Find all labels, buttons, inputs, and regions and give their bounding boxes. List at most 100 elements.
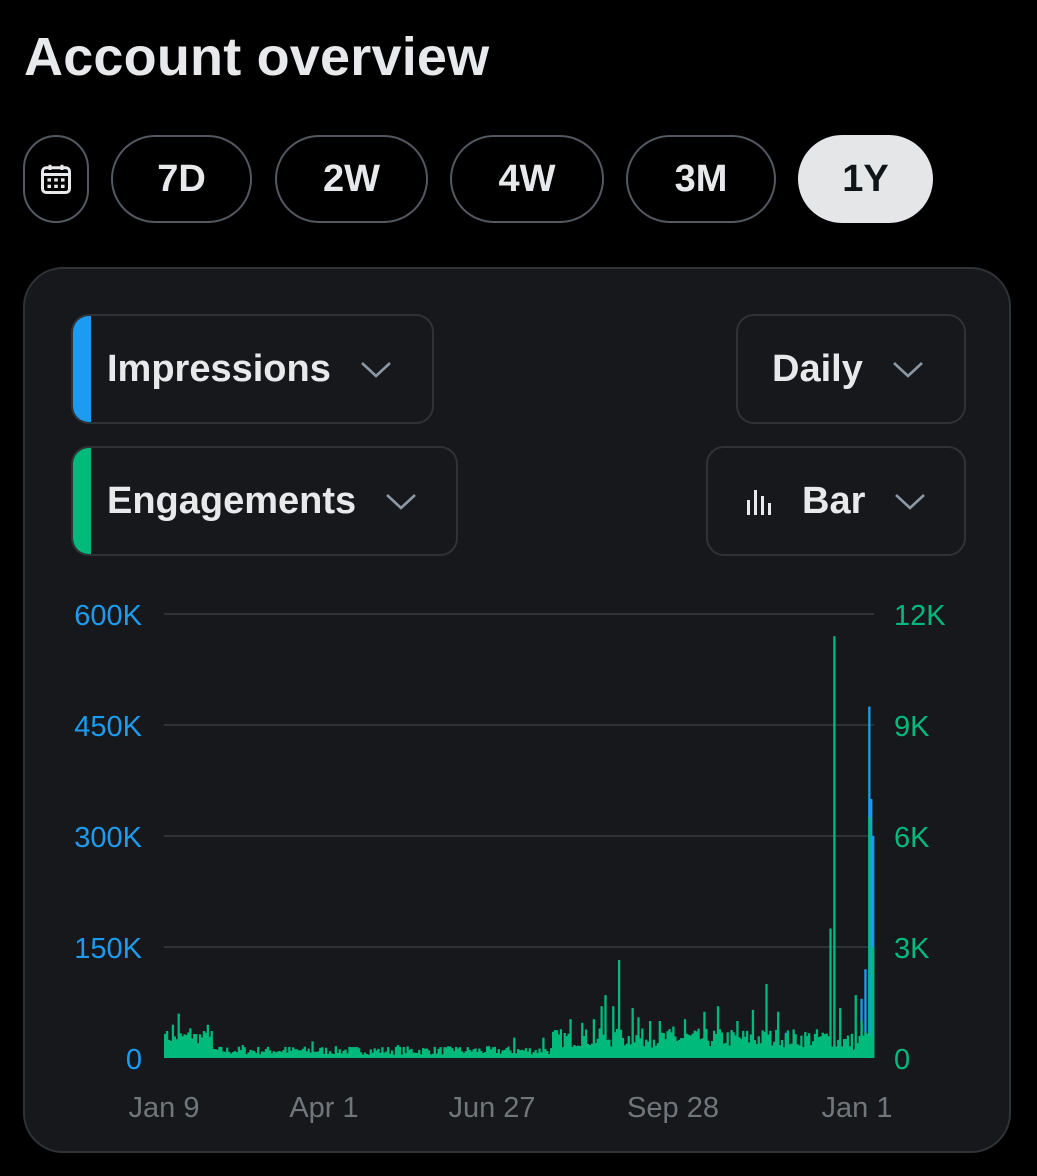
engagements-bar [846,1035,850,1058]
engagements-bar [385,1051,388,1058]
engagements-bar [561,1047,564,1058]
engagements-bar [418,1049,421,1058]
engagements-bar [839,1008,842,1058]
engagements-bar [550,1048,553,1058]
engagements-bar [546,1051,549,1058]
engagements-bar [749,1034,753,1058]
engagements-bar [579,1046,582,1058]
engagements-bar [627,1036,630,1058]
engagements-bar [699,1039,702,1058]
engagements-bar [569,1019,572,1058]
engagements-bar [804,1032,807,1058]
engagements-bar [237,1046,241,1058]
engagements-bar [612,1006,615,1058]
engagements-bar [852,1049,855,1058]
range-1y-button[interactable]: 1Y [798,135,933,223]
engagements-bar [214,1049,217,1058]
chart-type-dropdown[interactable]: Bar [706,446,966,556]
engagements-bar [695,1031,698,1058]
engagements-bar [738,1037,741,1058]
engagements-bar [647,1041,650,1058]
engagements-bar [251,1050,254,1058]
engagements-bar [447,1046,450,1058]
engagements-bar [815,1029,819,1058]
engagements-bar [716,1006,720,1058]
engagements-bar [286,1052,289,1058]
engagements-bar [557,1034,561,1058]
engagements-bar [740,1039,743,1058]
engagements-bar [854,995,857,1058]
engagements-bar [777,1011,780,1058]
engagements-bar [524,1048,528,1058]
engagements-bar [522,1050,526,1058]
range-3m-button[interactable]: 3M [626,135,776,223]
engagements-bar [519,1050,522,1058]
engagements-bar [439,1047,442,1058]
engagements-bar [683,1019,687,1058]
engagements-bar [229,1053,233,1058]
engagements-bar [726,1032,729,1058]
engagements-bar [181,1036,184,1058]
engagements-bar [212,1048,215,1058]
engagements-bar [356,1046,359,1058]
engagements-bar [437,1048,440,1058]
engagements-bar [491,1047,495,1058]
engagements-bar [509,1050,512,1058]
engagements-bar [367,1054,370,1058]
engagements-bar [375,1050,378,1058]
engagements-bar [786,1030,789,1058]
engagements-bar [416,1052,419,1058]
engagements-bar [249,1049,252,1058]
range-2w-button[interactable]: 2W [275,135,428,223]
engagements-bar [486,1046,489,1058]
engagements-bar [788,1044,791,1058]
engagements-bar [257,1046,260,1058]
engagements-bar [431,1053,434,1058]
engagements-bar [193,1033,196,1058]
engagements-bar [165,1030,169,1058]
engagements-bar [670,1032,673,1058]
range-4w-button[interactable]: 4W [450,135,604,223]
x-tick-label: Jan 1 [822,1092,893,1124]
engagements-bar [742,1030,745,1058]
engagements-bar [464,1051,467,1058]
interval-dropdown[interactable]: Daily [736,314,966,424]
engagements-bar [850,1033,854,1058]
engagements-bar [167,1039,171,1058]
engagements-bar [233,1051,237,1058]
engagements-bar [800,1035,803,1058]
engagements-bar [456,1048,460,1058]
engagements-bar [195,1034,198,1058]
engagements-bar [288,1046,291,1058]
engagements-bar [262,1051,266,1058]
calendar-button[interactable] [23,135,89,223]
engagements-bar [185,1035,188,1058]
engagements-bar [513,1037,516,1058]
engagements-bar [363,1052,367,1058]
engagements-bar [484,1052,487,1058]
range-7d-button[interactable]: 7D [111,135,252,223]
engagements-bar [862,1035,865,1058]
engagements-bar [357,1048,361,1058]
engagements-bar [278,1051,281,1058]
engagements-bar [501,1050,504,1058]
engagements-bar [280,1051,283,1058]
engagements-bar [685,1033,689,1058]
metric-impressions-dropdown[interactable]: Impressions [71,314,434,424]
engagements-bar [321,1047,324,1058]
engagements-bar [602,1034,605,1058]
engagements-bar [429,1054,433,1058]
engagements-bar [637,1017,640,1058]
engagements-bar [371,1052,374,1058]
engagements-bar [359,1052,363,1058]
engagements-bar [778,1045,782,1058]
engagements-bar [542,1037,545,1058]
engagements-bar [433,1046,436,1058]
engagements-bar [802,1047,805,1058]
engagements-bar [680,1038,683,1058]
metric-engagements-dropdown[interactable]: Engagements [71,446,458,556]
engagements-bar [833,636,836,1058]
engagements-bar [423,1048,427,1058]
engagements-bar [441,1054,444,1058]
engagements-bar [389,1053,392,1058]
